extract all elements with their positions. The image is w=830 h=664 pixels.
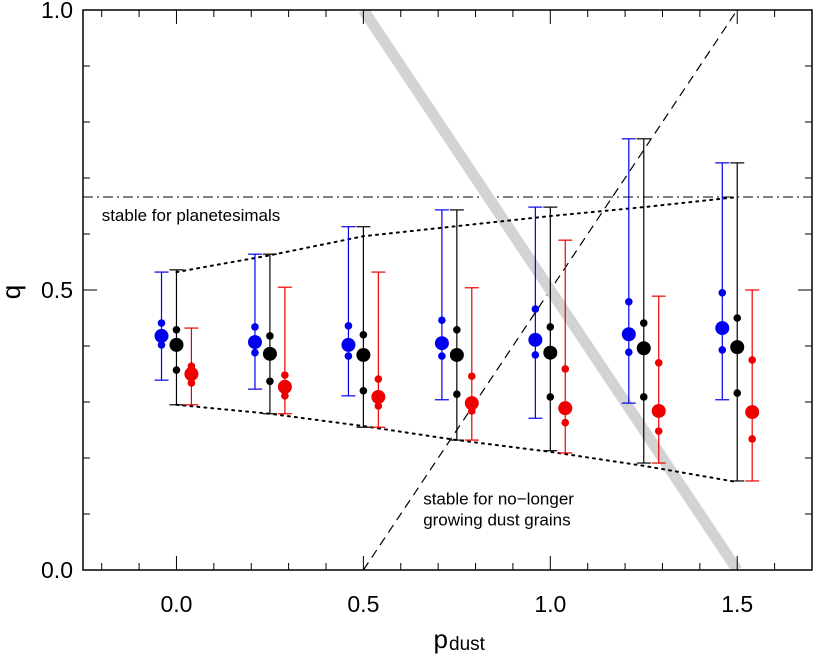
median-dot — [154, 328, 169, 343]
quartile-dot — [438, 316, 446, 325]
quartile-dot — [438, 352, 446, 360]
quartile-dot — [654, 427, 663, 435]
quartile-dot — [157, 341, 166, 349]
quartile-dot — [374, 375, 383, 383]
quartile-dot — [281, 392, 289, 400]
quartile-dot — [374, 402, 383, 410]
quartile-dot — [281, 371, 289, 379]
quartile-dot — [748, 356, 756, 364]
median-dot — [621, 327, 636, 342]
median-dot — [371, 389, 386, 404]
y-axis-label: q — [0, 285, 26, 299]
median-dot — [558, 401, 573, 416]
quartile-dot — [251, 348, 259, 357]
quartile-dot — [172, 325, 181, 334]
x-tick-label: 0.5 — [347, 591, 379, 617]
quartile-dot — [733, 314, 742, 322]
quartile-dot — [718, 346, 727, 354]
y-tick-label: 0.5 — [41, 277, 73, 303]
quartile-dot — [157, 319, 166, 327]
median-dot — [356, 347, 371, 362]
y-tick-label: 1.0 — [41, 0, 73, 23]
median-dot — [715, 321, 730, 336]
quartile-dot — [359, 387, 368, 395]
median-dot — [169, 337, 184, 352]
median-dot — [341, 337, 356, 352]
quartile-dot — [561, 365, 570, 373]
quartile-dot — [625, 297, 633, 306]
quartile-dot — [561, 418, 570, 427]
quartile-dot — [531, 305, 540, 313]
quartile-dot — [266, 377, 274, 386]
annotation: stable for no−longer — [423, 489, 574, 508]
quartile-dot — [359, 331, 368, 339]
x-axis-label-sub: dust — [449, 634, 486, 655]
quartile-dot — [187, 379, 196, 387]
quartile-dot — [344, 322, 353, 330]
quartile-dot — [453, 325, 461, 334]
x-tick-label: 1.5 — [721, 591, 753, 617]
median-dot — [730, 340, 745, 355]
median-dot — [636, 341, 651, 356]
median-dot — [449, 347, 464, 362]
quartile-dot — [531, 351, 540, 359]
quartile-dot — [733, 389, 742, 397]
quartile-dot — [748, 435, 756, 443]
median-dot — [184, 367, 199, 381]
x-tick-label: 0.0 — [160, 591, 192, 617]
median-dot — [434, 336, 449, 351]
x-axis-label: p — [434, 624, 448, 654]
quartile-dot — [718, 289, 727, 297]
plot-frame — [82, 9, 813, 571]
median-dot — [464, 396, 479, 411]
quartile-dot — [266, 332, 274, 340]
quartile-dot — [453, 390, 461, 398]
annotation: stable for planetesimals — [102, 206, 281, 225]
quartile-dot — [546, 323, 555, 331]
quartile-dot — [344, 352, 353, 360]
quartile-dot — [468, 372, 476, 381]
quartile-dot — [639, 393, 648, 401]
y-tick-label: 0.0 — [41, 557, 73, 583]
quartile-dot — [172, 366, 181, 374]
x-tick-label: 1.0 — [534, 591, 566, 617]
median-dot — [247, 335, 262, 350]
quartile-dot — [639, 319, 648, 327]
median-dot — [745, 405, 760, 420]
median-dot — [543, 345, 558, 360]
median-dot — [277, 379, 292, 394]
quartile-dot — [251, 323, 259, 331]
quartile-dot — [546, 393, 555, 401]
annotation: growing dust grains — [423, 510, 570, 529]
quartile-dot — [625, 348, 633, 356]
median-dot — [651, 403, 666, 418]
median-dot — [262, 346, 277, 361]
quartile-dot — [654, 359, 663, 367]
median-dot — [528, 332, 543, 347]
